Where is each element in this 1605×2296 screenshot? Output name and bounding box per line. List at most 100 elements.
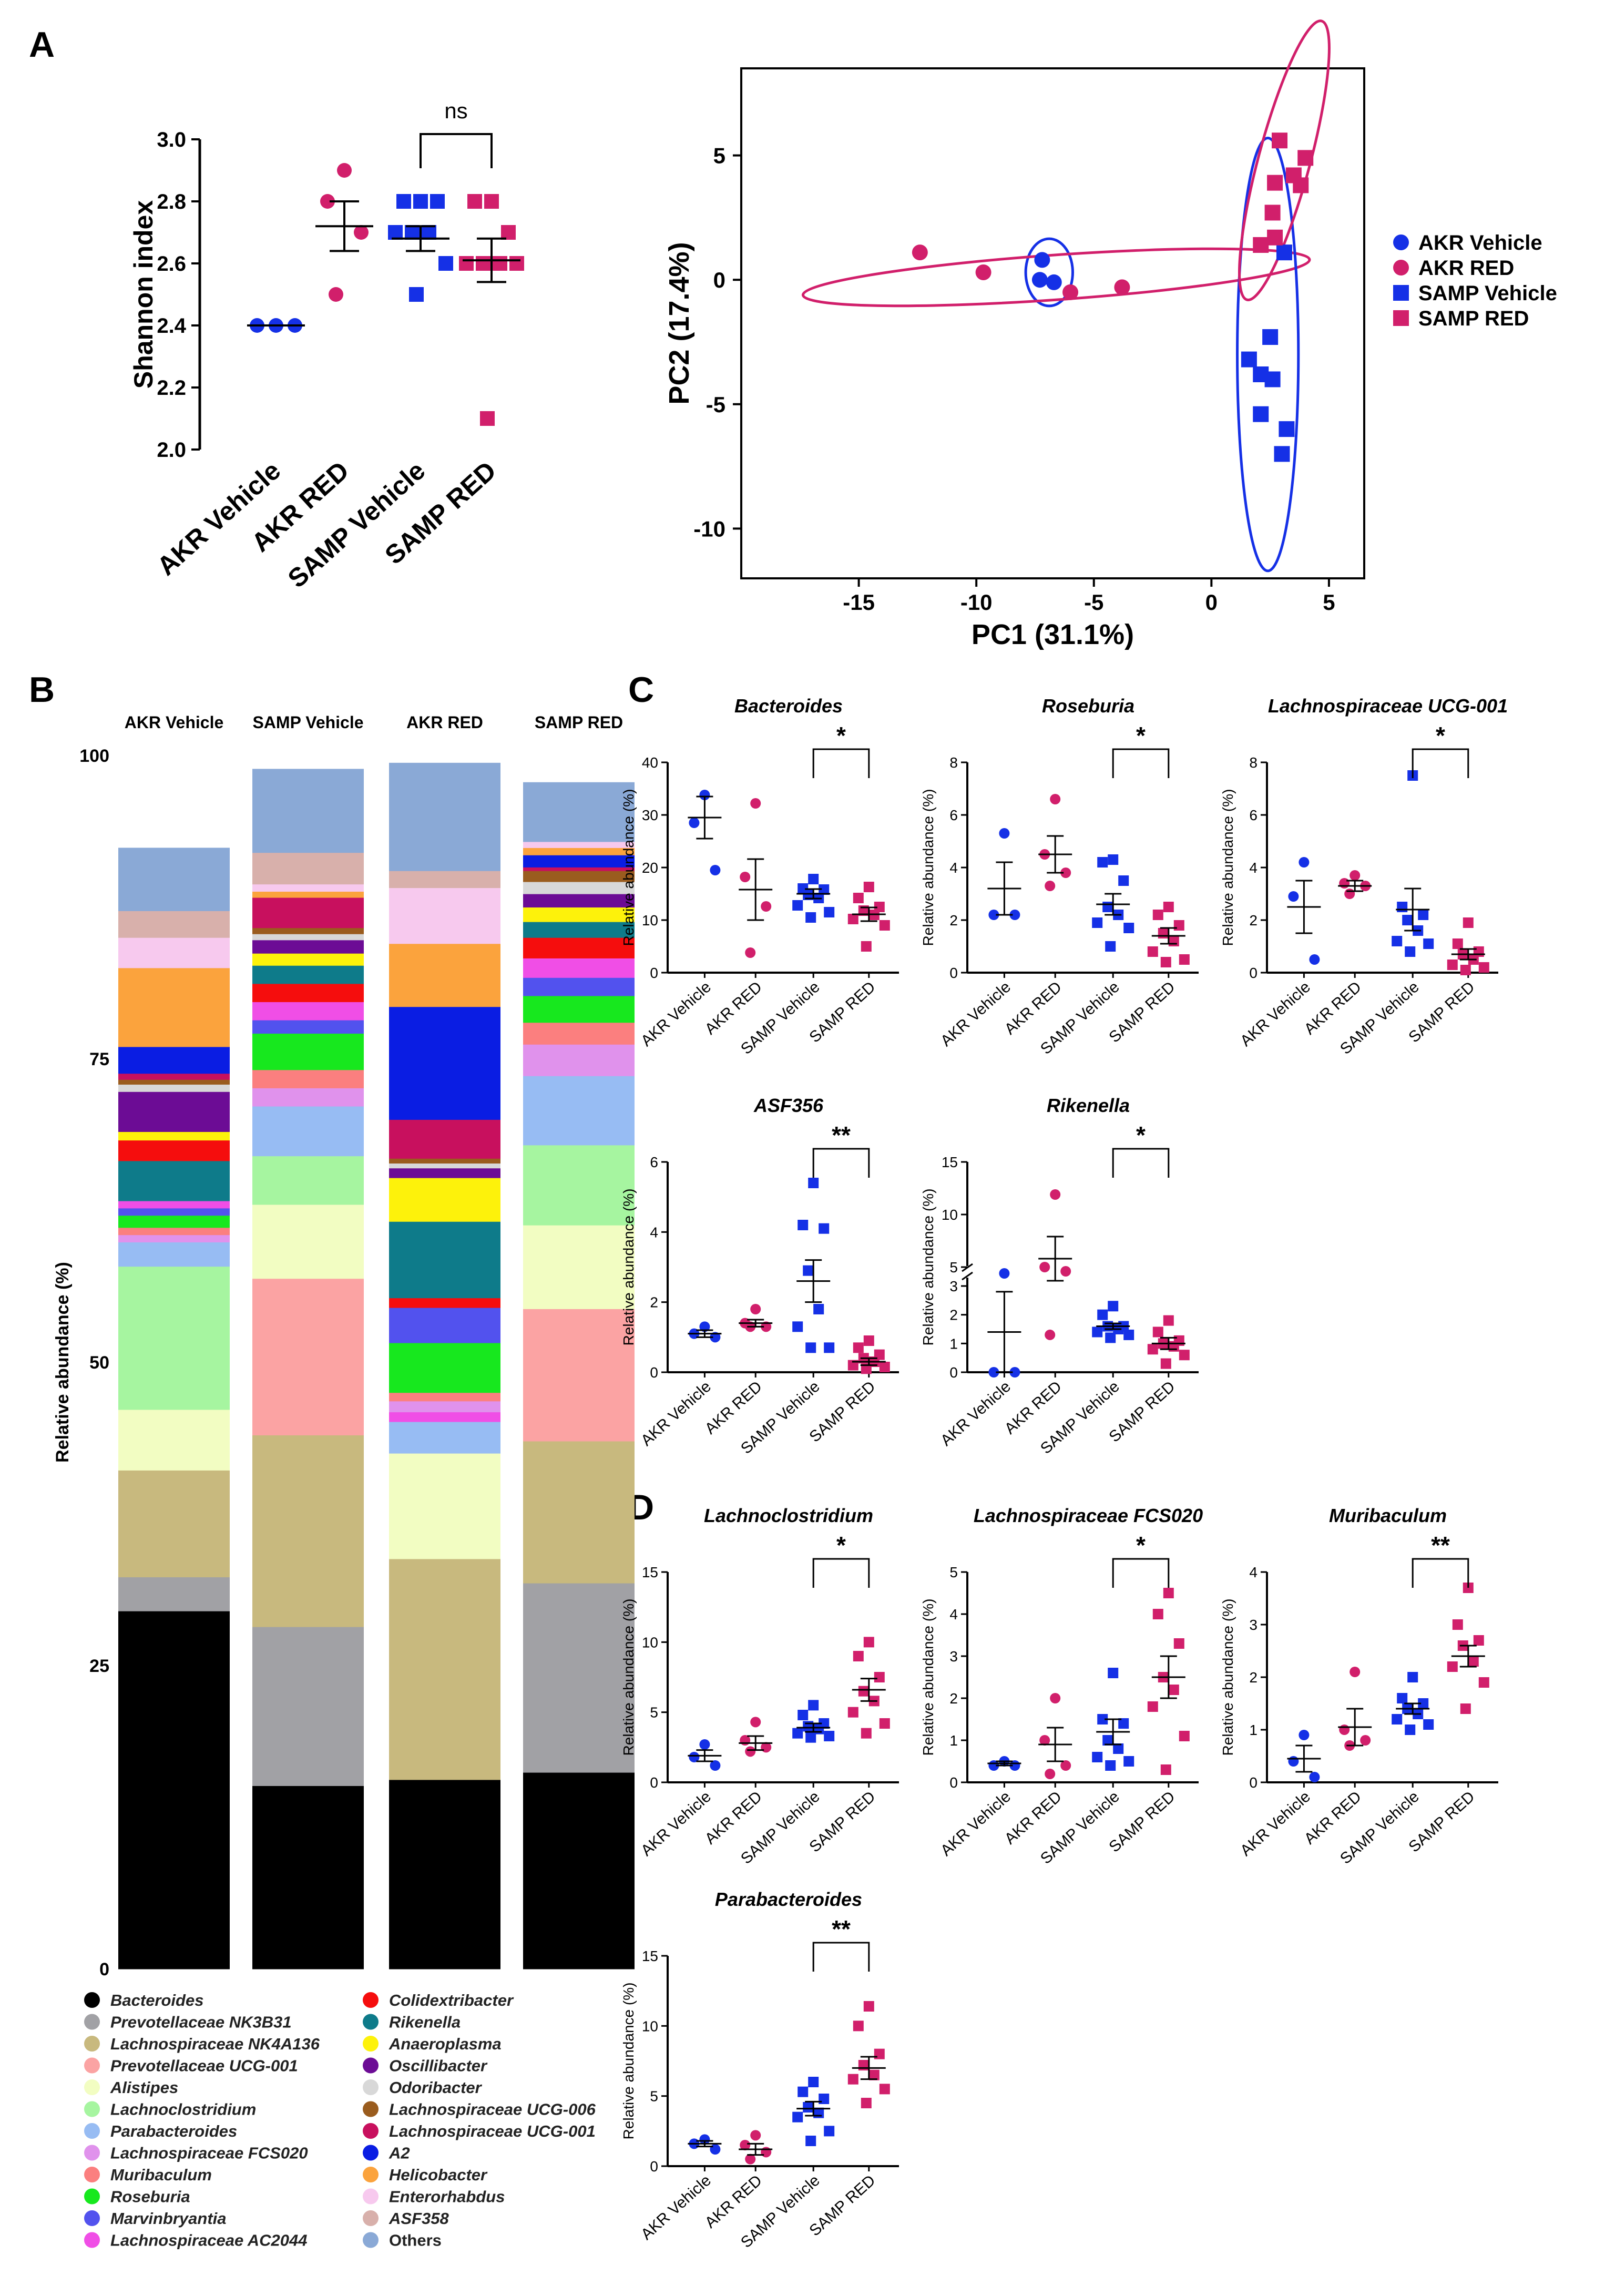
- y-tick-label: -10: [693, 516, 725, 541]
- data-point: [808, 2077, 819, 2087]
- bar-segment: [252, 1033, 364, 1070]
- significance-label: *: [1436, 722, 1445, 749]
- data-point: [1045, 1329, 1056, 1340]
- data-point: [1168, 1341, 1179, 1352]
- data-point: [1123, 1756, 1134, 1767]
- data-point: [689, 1752, 700, 1762]
- data-point: [1163, 1588, 1174, 1598]
- y-tick-label: 0: [949, 965, 958, 981]
- bar-segment: [118, 1091, 230, 1132]
- pca-chart: -15 -10 -5 0 5 -10 -5 0 5 PC1 (31.1%) PC2 (17.4%) A…: [663, 19, 1557, 650]
- significance-bracket: [812, 748, 870, 778]
- legend-swatch: [363, 2167, 379, 2182]
- data-point: [1123, 923, 1134, 933]
- y-tick-label: 0: [650, 1364, 658, 1381]
- data-point: [1253, 406, 1269, 422]
- bar-segment: [118, 1611, 230, 1970]
- y-tick-label: 10: [642, 2018, 658, 2034]
- legend-swatch: [363, 2188, 379, 2205]
- data-point: [761, 2147, 772, 2158]
- legend-swatch: [84, 2145, 100, 2161]
- data-point: [1418, 910, 1429, 920]
- x-category-label: AKR Vehicle: [1237, 1788, 1314, 1860]
- data-point: [1264, 205, 1281, 221]
- y-axis-label: PC2 (17.4%): [663, 242, 695, 404]
- data-point: [1309, 1772, 1320, 1782]
- y-tick-label: 2.0: [157, 438, 186, 462]
- bar-segment: [118, 1215, 230, 1228]
- bar-segment: [389, 871, 500, 889]
- y-tick-label: 20: [642, 860, 658, 876]
- bar-segment: [523, 841, 635, 848]
- data-point: [459, 256, 474, 271]
- data-point: [1405, 1724, 1416, 1735]
- y-axis-label: Shannon index: [129, 200, 158, 389]
- panel-title: Roseburia: [1042, 695, 1134, 717]
- legend-swatch: [84, 2123, 100, 2139]
- data-point: [1299, 857, 1310, 868]
- y-tick-label: 2.6: [157, 252, 186, 275]
- data-point: [745, 1746, 756, 1757]
- bar-segment: [118, 1470, 230, 1578]
- legend-swatch: [84, 2057, 100, 2074]
- data-point: [1179, 1731, 1190, 1741]
- data-point: [1009, 1367, 1020, 1377]
- legend-label: Oscillibacter: [389, 2057, 488, 2075]
- bar-segment: [523, 1145, 635, 1226]
- dotplot-asf356: ASF356 0 2 4 6 Relative abundance (%) AKR Vehi…: [620, 1095, 899, 1457]
- data-point: [480, 411, 495, 426]
- y-tick-label: 10: [942, 1207, 958, 1223]
- panel-title: Parabacteroides: [715, 1889, 862, 1910]
- panel-title: Muribaculum: [1329, 1505, 1447, 1526]
- bar-label: AKR RED: [406, 713, 483, 732]
- bar-segment: [523, 855, 635, 868]
- data-point: [1350, 1667, 1361, 1677]
- x-tick-label: -15: [843, 590, 875, 615]
- x-category-label: AKR Vehicle: [937, 978, 1014, 1050]
- data-point: [1168, 936, 1179, 946]
- data-point: [1309, 954, 1320, 965]
- y-tick-label: 0: [650, 2158, 658, 2175]
- legend-swatch: [84, 2014, 100, 2030]
- legend-label: SAMP RED: [1418, 307, 1529, 330]
- y-tick-label: 8: [1249, 754, 1258, 771]
- data-point: [1160, 957, 1171, 967]
- legend-swatch: [84, 1992, 100, 2008]
- data-point: [1392, 1714, 1403, 1724]
- y-tick-label: 2: [949, 912, 958, 928]
- data-point: [1360, 1735, 1371, 1746]
- legend-label: SAMP Vehicle: [1418, 282, 1557, 305]
- data-point: [792, 900, 803, 911]
- data-point: [819, 884, 830, 895]
- data-point: [1179, 954, 1190, 965]
- bar-segment: [523, 937, 635, 958]
- bar-label: AKR Vehicle: [125, 713, 224, 732]
- bar-segment: [118, 1140, 230, 1161]
- data-point: [861, 2098, 872, 2108]
- x-tick-label: 0: [1205, 590, 1218, 615]
- data-point: [1031, 272, 1048, 288]
- y-tick-label: 0: [949, 1364, 958, 1381]
- significance-bracket: [1412, 1558, 1469, 1588]
- bar-segment: [252, 934, 364, 941]
- data-point: [1468, 1656, 1479, 1667]
- data-point: [1179, 1350, 1190, 1361]
- bar-segment: [389, 1343, 500, 1393]
- data-point: [1402, 915, 1413, 925]
- data-point: [1288, 891, 1299, 902]
- legend-label: Prevotellaceae UCG-001: [110, 2057, 298, 2075]
- y-axis-label: Relative abundance (%): [920, 1189, 936, 1346]
- data-point: [1045, 881, 1056, 891]
- y-axis-label: Relative abundance (%): [620, 1599, 637, 1756]
- bar-segment: [389, 1178, 500, 1222]
- y-tick-label: 6: [949, 807, 958, 823]
- y-axis-label: Relative abundance (%): [1220, 1599, 1236, 1756]
- bar-segment: [389, 887, 500, 944]
- data-point: [1102, 902, 1113, 912]
- x-axis-label: PC1 (31.1%): [972, 619, 1134, 650]
- data-point: [858, 1686, 869, 1697]
- bar-segment: [389, 762, 500, 871]
- significance-bracket: [812, 1942, 870, 1972]
- legend-label: Lachnospiraceae NK4A136: [110, 2035, 320, 2053]
- panel-letter-a: A: [29, 25, 55, 65]
